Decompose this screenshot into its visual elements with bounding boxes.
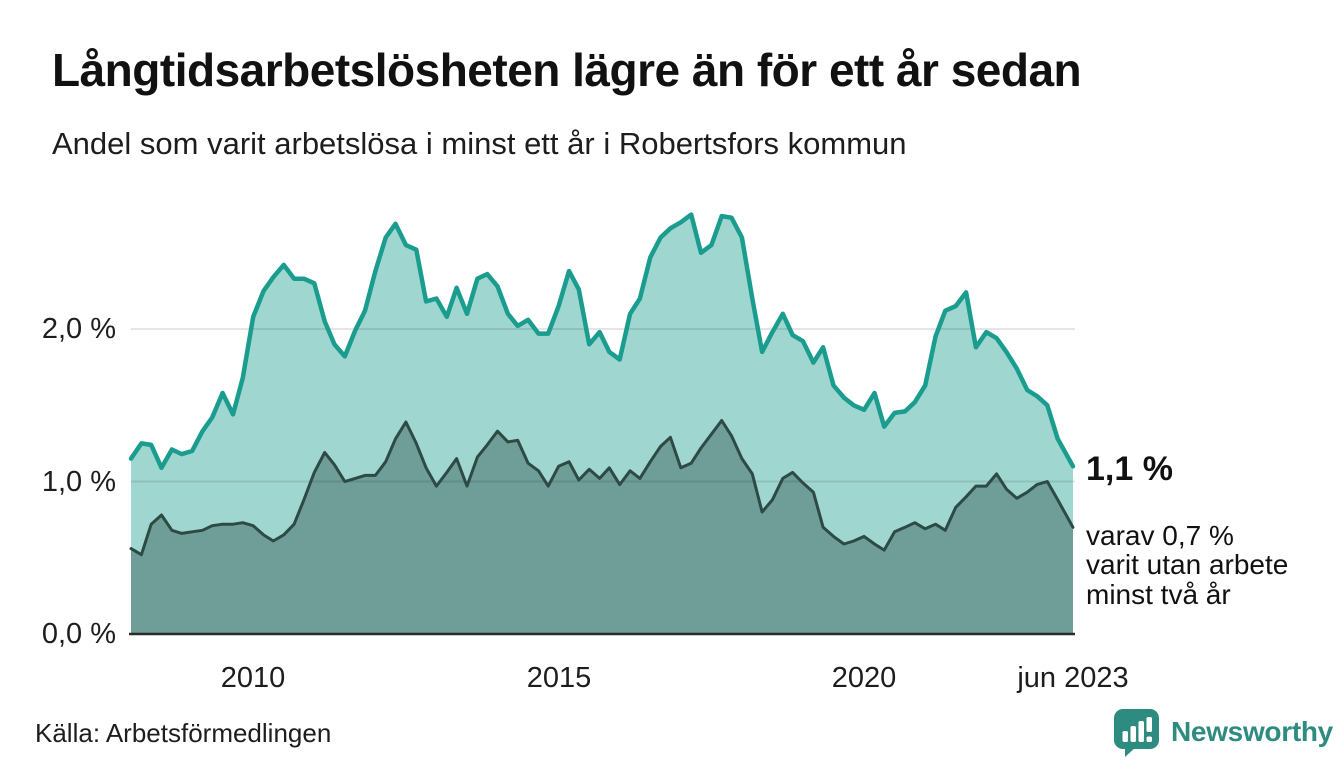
series-line-2 [129,419,1075,557]
series-area-2 [131,420,1073,634]
x-tick-label: 2010 [220,662,286,694]
x-tick-label: jun 2023 [1017,662,1129,694]
newsworthy-wordmark: Newsworthy [1171,716,1333,747]
page-subtitle: Andel som varit arbetslösa i minst ett å… [52,126,907,161]
x-tick-label: 2020 [831,662,897,694]
y-tick-label: 0,0 % [41,618,116,650]
y-tick-label: 1,0 % [41,465,116,498]
newsworthy-logo: Newsworthy [1113,708,1333,760]
chart-bubble-icon [1114,709,1159,757]
source-note: Källa: Arbetsförmedlingen [35,718,332,748]
page-title: Långtidsarbetslösheten lägre än för ett … [52,44,1082,96]
x-tick-label: 2015 [526,662,592,694]
y-tick-label: 2,0 % [41,313,116,345]
end-value-sublabel: varav 0,7 % varit utan arbete minst två … [1086,520,1289,610]
end-value-label: 1,1 % [1086,450,1173,488]
series-line-1 [128,212,1076,471]
y-axis-tick-labels: 0,0 % 1,0 % 2,0 % [0,0,116,780]
x-axis-tick-labels: 2010 2015 2020 jun 2023 [0,662,1340,702]
